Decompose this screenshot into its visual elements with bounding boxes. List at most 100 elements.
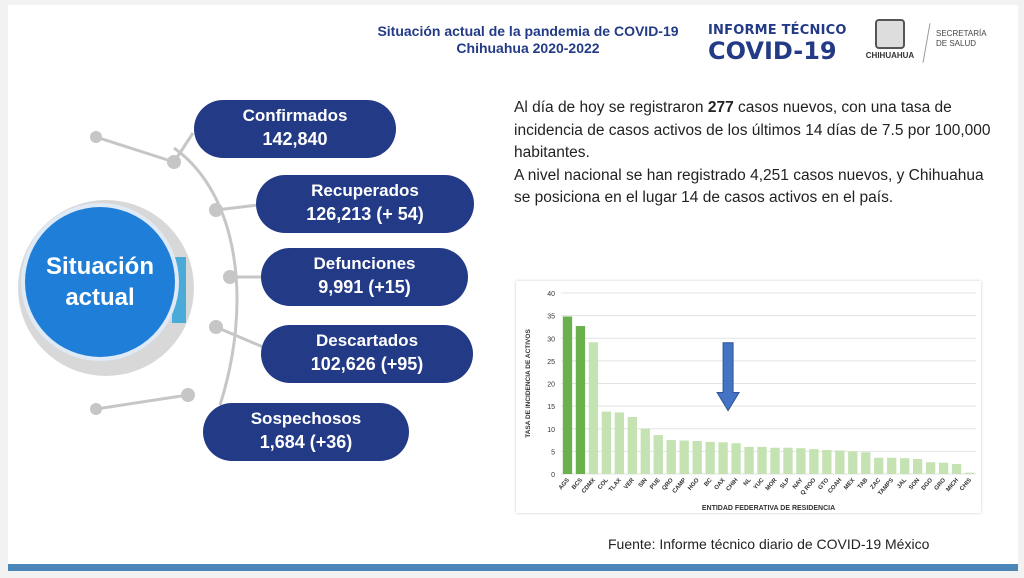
source-note: Fuente: Informe técnico diario de COVID-…	[608, 536, 930, 552]
bar-slp	[783, 447, 793, 474]
bar-yuc	[757, 446, 767, 474]
bar-mich	[951, 464, 962, 474]
connector-dot	[223, 270, 237, 284]
bar-nl	[744, 446, 754, 474]
stat-label: Descartados	[315, 331, 419, 350]
y-tick-label: 25	[547, 359, 555, 366]
bar-bc	[705, 441, 715, 474]
stat-value: 9,991 (+15)	[318, 277, 411, 297]
situacion-title: Situación actual	[30, 251, 170, 313]
stat-value: 126,213 (+ 54)	[306, 204, 424, 224]
summary-paragraph-1: Al día de hoy se registraron 277 casos n…	[514, 97, 994, 165]
stat-value: 1,684 (+36)	[259, 432, 353, 452]
bar-cdmx	[588, 342, 599, 474]
stat-value: 142,840	[262, 129, 328, 149]
situacion-title-line1: Situación	[45, 253, 154, 280]
bar-oax	[718, 442, 728, 474]
bar-dgo	[925, 462, 936, 474]
informe-line2: COVID-19	[708, 37, 837, 65]
bar-jal	[900, 458, 910, 474]
connector-dot	[209, 320, 223, 334]
connector-dot	[167, 155, 181, 169]
situacion-circle: Situación actual	[25, 207, 175, 357]
x-tick-label: TAB	[857, 477, 870, 490]
header-title-line2: Chihuahua 2020-2022	[456, 40, 600, 56]
state-seal-icon	[875, 19, 905, 49]
x-tick-label: HGO	[687, 477, 701, 492]
x-tick-label: NL	[743, 477, 753, 487]
bar-sin	[640, 428, 650, 474]
y-tick-label: 40	[547, 291, 555, 298]
x-tick-label: MEX	[843, 477, 856, 491]
x-tick-label: VER	[623, 477, 636, 491]
stat-defunciones: Defunciones 9,991 (+15)	[261, 248, 468, 306]
secretaria-label: SECRETARÍA DE SALUD	[936, 29, 987, 49]
stat-value: 102,626 (+95)	[310, 354, 424, 374]
stat-recuperados: Recuperados 126,213 (+ 54)	[256, 175, 474, 233]
x-tick-label: CHIH	[726, 477, 740, 492]
x-tick-label: MOR	[765, 477, 779, 492]
summary-text: Al día de hoy se registraron 277 casos n…	[514, 97, 994, 210]
x-tick-label: SLP	[779, 477, 791, 490]
y-tick-label: 5	[551, 449, 555, 456]
summary-p1-pre: Al día de hoy se registraron	[514, 99, 708, 116]
bar-tab	[861, 452, 871, 474]
x-tick-label: TLAX	[608, 477, 623, 493]
y-tick-label: 0	[551, 472, 555, 479]
informe-line1: INFORME TÉCNICO	[708, 23, 847, 38]
bar-ver	[627, 416, 637, 474]
connector-line-2	[215, 203, 259, 212]
bar-son	[912, 459, 923, 474]
bar-mex	[848, 451, 858, 474]
x-tick-label: PUE	[649, 477, 662, 490]
x-tick-label: CAMP	[672, 477, 688, 494]
bar-qro	[666, 440, 676, 474]
stat-label: Confirmados	[242, 106, 348, 125]
connector-line-4	[215, 325, 264, 349]
x-axis-title: ENTIDAD FEDERATIVA DE RESIDENCIA	[702, 505, 835, 512]
secretaria-line2: DE SALUD	[936, 39, 977, 48]
stat-label: Defunciones	[313, 254, 416, 273]
bar-camp	[679, 440, 689, 474]
stat-label: Recuperados	[311, 181, 419, 200]
x-tick-label: BC	[704, 477, 715, 488]
bar-hgo	[692, 440, 702, 474]
stat-sospechosos: Sospechosos 1,684 (+36)	[203, 403, 409, 461]
header-title-line1: Situación actual de la pandemia de COVID…	[377, 23, 679, 39]
y-tick-label: 30	[547, 336, 555, 343]
connector-lines	[90, 131, 264, 415]
connector-dot	[209, 203, 223, 217]
y-axis-title: TASA DE INCIDENCIA DE ACTIVOS	[525, 329, 532, 438]
stat-descartados: Descartados 102,626 (+95)	[261, 325, 473, 383]
y-tick-label: 20	[547, 382, 555, 389]
header-title: Situación actual de la pandemia de COVID…	[338, 23, 718, 57]
connector-arc	[173, 146, 239, 406]
incidence-chart: 0 5 10 15 20 25 30 35 40 AGS BCS CDMX COL TLAX VER SIN P…	[516, 281, 981, 513]
stat-label: Sospechosos	[250, 409, 362, 428]
logo-label: CHIHUAHUA	[865, 51, 915, 60]
x-tick-label: COAH	[827, 477, 843, 494]
bar-bcs	[575, 326, 586, 474]
summary-p1-post: casos nuevos, con una tasa de incidencia…	[514, 99, 991, 161]
bottom-bar	[8, 564, 1018, 571]
x-tick-label: MICH	[946, 477, 960, 493]
secretaria-line1: SECRETARÍA	[936, 29, 987, 38]
summary-p1-bold: 277	[707, 99, 734, 116]
x-tick-label: DGO	[921, 477, 935, 492]
bar-pue	[653, 435, 663, 474]
summary-paragraph-2: A nivel nacional se han registrado 4,251…	[514, 166, 984, 207]
situacion-title-line2: actual	[65, 284, 135, 311]
x-tick-label: YUC	[753, 477, 766, 491]
bar-coah	[835, 450, 845, 474]
bar-chih	[731, 443, 741, 474]
y-tick-label: 35	[547, 314, 555, 321]
informe-tecnico-logo: INFORME TÉCNICO COVID-19	[708, 23, 847, 64]
logo-divider	[922, 23, 931, 63]
bar-gro	[938, 462, 949, 474]
situacion-accent	[172, 257, 186, 323]
x-tick-label: SIN	[638, 477, 649, 489]
x-tick-label: JAL	[896, 477, 908, 490]
y-tick-label: 15	[547, 404, 555, 411]
bar-tamps	[887, 457, 897, 474]
